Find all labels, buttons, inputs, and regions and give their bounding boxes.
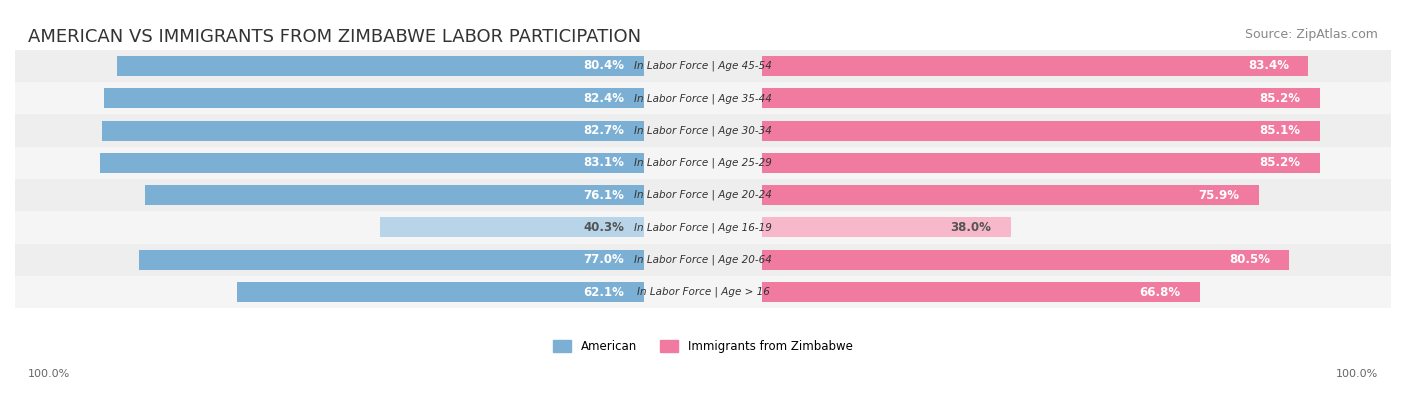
Bar — [762, 282, 1199, 302]
Text: 40.3%: 40.3% — [583, 221, 624, 234]
Text: 80.5%: 80.5% — [1229, 253, 1270, 266]
Bar — [762, 120, 1320, 141]
Text: 82.4%: 82.4% — [583, 92, 624, 105]
Text: 85.2%: 85.2% — [1260, 92, 1301, 105]
Text: 62.1%: 62.1% — [583, 286, 624, 299]
Bar — [380, 217, 644, 237]
Bar — [117, 56, 644, 76]
Text: 66.8%: 66.8% — [1139, 286, 1180, 299]
Bar — [762, 250, 1289, 270]
Bar — [103, 120, 644, 141]
Text: 83.1%: 83.1% — [583, 156, 624, 169]
Text: 80.4%: 80.4% — [583, 60, 624, 72]
Text: AMERICAN VS IMMIGRANTS FROM ZIMBABWE LABOR PARTICIPATION: AMERICAN VS IMMIGRANTS FROM ZIMBABWE LAB… — [28, 28, 641, 46]
Text: 83.4%: 83.4% — [1247, 60, 1289, 72]
Text: 82.7%: 82.7% — [583, 124, 624, 137]
Text: In Labor Force | Age > 16: In Labor Force | Age > 16 — [637, 287, 769, 297]
Text: In Labor Force | Age 20-64: In Labor Force | Age 20-64 — [634, 254, 772, 265]
Legend: American, Immigrants from Zimbabwe: American, Immigrants from Zimbabwe — [554, 340, 852, 353]
Text: In Labor Force | Age 16-19: In Labor Force | Age 16-19 — [634, 222, 772, 233]
Text: 75.9%: 75.9% — [1199, 189, 1240, 202]
Text: 85.2%: 85.2% — [1260, 156, 1301, 169]
Bar — [15, 211, 1391, 244]
Bar — [15, 82, 1391, 115]
Text: In Labor Force | Age 45-54: In Labor Force | Age 45-54 — [634, 61, 772, 71]
Bar — [15, 179, 1391, 211]
Text: In Labor Force | Age 25-29: In Labor Force | Age 25-29 — [634, 158, 772, 168]
Bar — [15, 147, 1391, 179]
Text: In Labor Force | Age 35-44: In Labor Force | Age 35-44 — [634, 93, 772, 103]
Text: 76.1%: 76.1% — [583, 189, 624, 202]
Text: 100.0%: 100.0% — [28, 369, 70, 379]
Bar — [139, 250, 644, 270]
Bar — [762, 88, 1320, 108]
Text: 77.0%: 77.0% — [583, 253, 624, 266]
Bar — [104, 88, 644, 108]
Bar — [145, 185, 644, 205]
Bar — [15, 115, 1391, 147]
Bar — [15, 50, 1391, 82]
Bar — [762, 217, 1011, 237]
Text: 85.1%: 85.1% — [1258, 124, 1301, 137]
Bar — [238, 282, 644, 302]
Bar — [762, 185, 1260, 205]
Bar — [15, 244, 1391, 276]
Text: In Labor Force | Age 30-34: In Labor Force | Age 30-34 — [634, 125, 772, 136]
Text: Source: ZipAtlas.com: Source: ZipAtlas.com — [1244, 28, 1378, 41]
Text: In Labor Force | Age 20-24: In Labor Force | Age 20-24 — [634, 190, 772, 200]
Text: 38.0%: 38.0% — [950, 221, 991, 234]
Bar — [100, 153, 644, 173]
Bar — [15, 276, 1391, 308]
Bar — [762, 56, 1309, 76]
Text: 100.0%: 100.0% — [1336, 369, 1378, 379]
Bar — [762, 153, 1320, 173]
